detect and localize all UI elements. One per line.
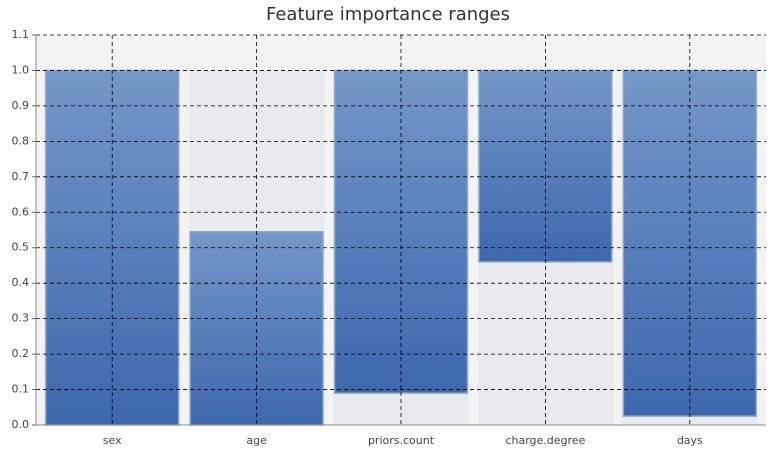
x-tick-label: sex [103,434,122,447]
y-tick-label: 0.6 [12,205,30,218]
y-tick-label: 0.4 [12,276,30,289]
y-tick-label: 0.8 [12,134,30,147]
y-tick-label: 0.2 [12,347,30,360]
chart-title: Feature importance ranges [266,4,510,25]
x-tick-label: priors.count [368,434,435,447]
x-tick-label: charge.degree [505,434,585,447]
y-tick-label: 0.5 [12,241,30,254]
y-tick-label: 0.1 [12,383,30,396]
x-tick-label: days [677,434,703,447]
bar [478,69,613,263]
x-tick-label: age [246,434,267,447]
y-tick-label: 0.9 [12,99,30,112]
y-tick-label: 1.0 [12,63,30,76]
y-tick-label: 0.0 [12,418,30,431]
y-tick-label: 1.1 [12,28,30,41]
y-tick-label: 0.3 [12,312,30,325]
y-tick-label: 0.7 [12,170,30,183]
